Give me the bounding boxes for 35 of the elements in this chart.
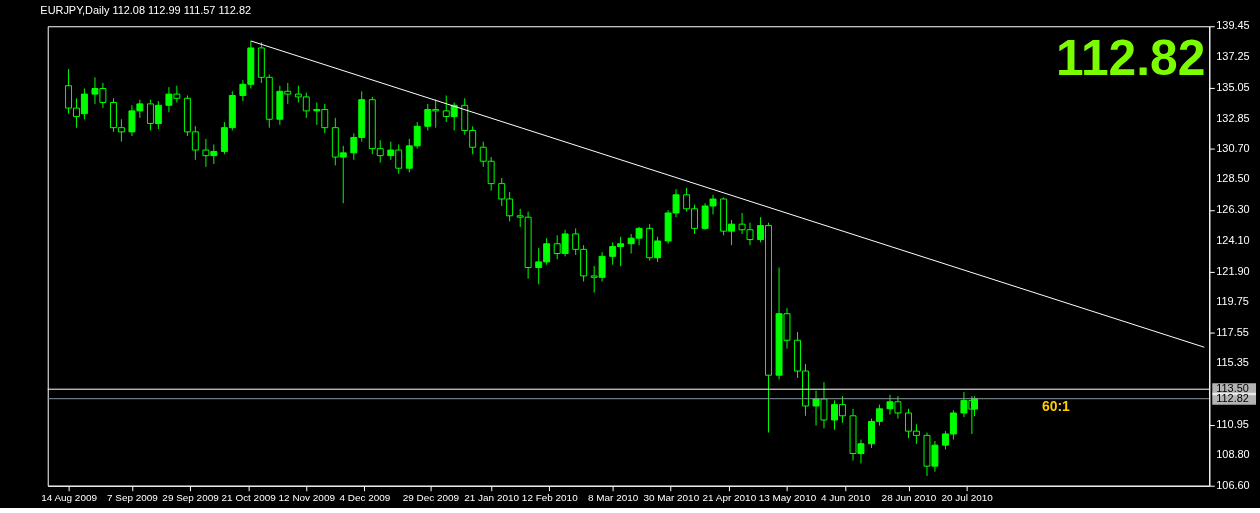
- y-tick-label: 128.50: [1216, 172, 1250, 185]
- y-tick-label: 137.25: [1216, 50, 1250, 63]
- y-tick-label: 106.60: [1216, 478, 1250, 491]
- x-tick-label: 12 Nov 2009: [278, 492, 336, 504]
- x-tick-label: 4 Jun 2010: [821, 492, 871, 504]
- y-tick-label: 119.75: [1216, 294, 1249, 307]
- x-tick-label: 20 Jul 2010: [941, 492, 994, 504]
- y-tick-label: 117.55: [1216, 325, 1249, 338]
- x-tick-label: 29 Dec 2009: [402, 492, 460, 504]
- annotation: 112.82: [1055, 29, 1206, 86]
- annotation: 60:1: [1042, 398, 1071, 415]
- x-tick-label: 21 Oct 2009: [221, 492, 277, 504]
- y-tick-label: 124.10: [1216, 233, 1250, 246]
- y-tick-label: 126.30: [1216, 203, 1250, 216]
- x-tick-label: 21 Apr 2010: [702, 492, 757, 504]
- chart-title: EURJPY,Daily 112.08 112.99 111.57 112.82: [40, 4, 252, 17]
- y-tick-label: 135.05: [1216, 80, 1250, 93]
- x-tick-label: 29 Sep 2009: [162, 492, 220, 504]
- y-tick-label: 132.85: [1216, 111, 1250, 124]
- x-tick-label: 4 Dec 2009: [339, 492, 391, 504]
- candlestick: [960, 391, 968, 418]
- y-tick-label: 115.35: [1216, 356, 1249, 369]
- y-tick-label: 110.95: [1216, 417, 1249, 430]
- x-tick-label: 14 Aug 2009: [41, 492, 98, 504]
- x-tick-label: 21 Jan 2010: [464, 492, 520, 504]
- y-tick-label: 139.45: [1216, 19, 1250, 32]
- x-tick-label: 8 Mar 2010: [588, 492, 639, 504]
- x-tick-label: 28 Jun 2010: [881, 492, 937, 504]
- x-tick-label: 30 Mar 2010: [643, 492, 700, 504]
- y-tick-label: 108.80: [1216, 447, 1250, 460]
- y-tick-label: 130.70: [1216, 141, 1250, 154]
- x-tick-label: 13 May 2010: [758, 492, 817, 504]
- x-tick-label: 12 Feb 2010: [521, 492, 579, 504]
- y-tick-label: 121.90: [1216, 264, 1250, 277]
- x-tick-label: 7 Sep 2009: [107, 492, 159, 504]
